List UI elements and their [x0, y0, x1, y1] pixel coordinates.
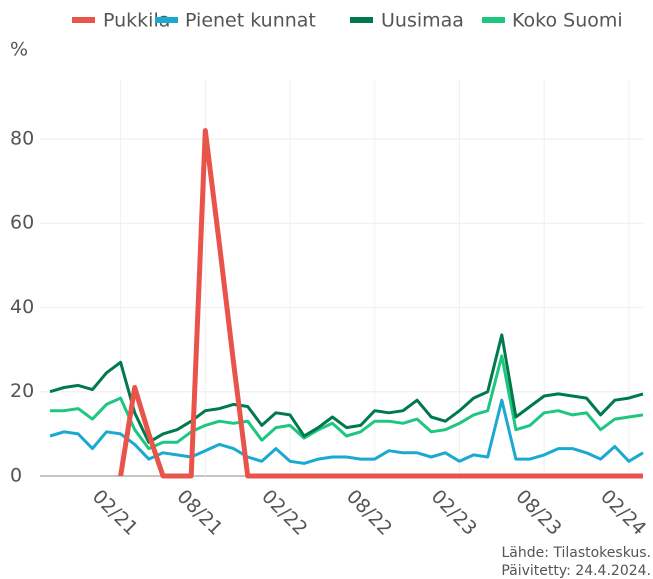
- y-tick-label: 60: [10, 212, 34, 234]
- x-tick-label: 02/23: [427, 486, 481, 540]
- x-tick-label: 02/22: [257, 486, 311, 540]
- series-line: [49, 333, 644, 444]
- y-tick-label: 20: [10, 380, 34, 402]
- x-tick-label: 02/24: [596, 486, 650, 540]
- series-line: [50, 354, 644, 451]
- legend-label: Uusimaa: [381, 10, 464, 32]
- legend-label: Pienet kunnat: [185, 10, 316, 32]
- x-tick-label: 08/21: [173, 486, 227, 540]
- updated: Päivitetty: 24.4.2024.: [501, 563, 651, 579]
- source: Lähde: Tilastokeskus.: [501, 545, 651, 561]
- legend-label: Pukkila: [103, 10, 170, 32]
- series-line: [49, 398, 644, 465]
- legend-label: Koko Suomi: [512, 10, 623, 32]
- x-tick-label: 02/21: [88, 486, 142, 540]
- y-tick-label: 80: [10, 127, 34, 149]
- y-tick-label: 40: [10, 296, 34, 318]
- x-tick-label: 08/23: [511, 486, 565, 540]
- y-axis-label: %: [10, 39, 28, 61]
- y-tick-label: 0: [10, 465, 22, 487]
- x-tick-label: 08/22: [342, 486, 396, 540]
- series-line: [118, 128, 643, 479]
